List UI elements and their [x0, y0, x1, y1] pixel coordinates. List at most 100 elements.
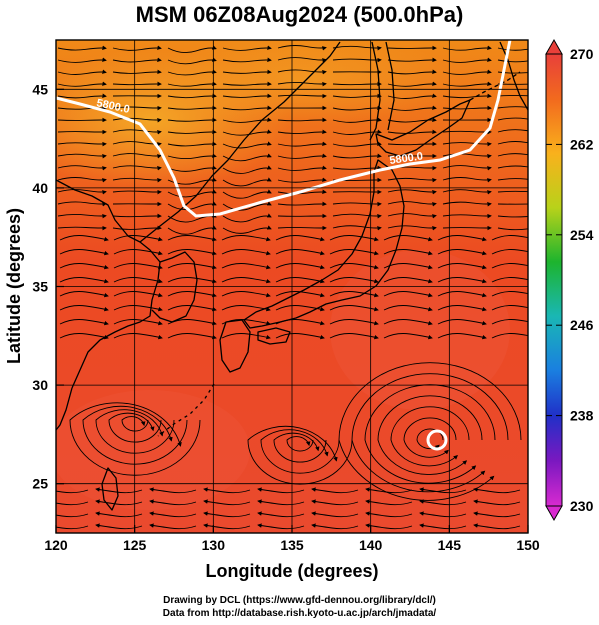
streamline	[56, 525, 89, 530]
streamline	[442, 213, 492, 219]
streamline	[56, 501, 89, 506]
streamline	[437, 277, 487, 284]
streamline	[167, 263, 217, 270]
streamline	[437, 249, 487, 256]
streamline	[222, 105, 272, 111]
streamline	[329, 291, 379, 298]
streamline	[222, 225, 272, 234]
streamline	[57, 177, 107, 183]
streamline	[497, 71, 528, 74]
streamline	[57, 225, 107, 231]
streamline	[113, 263, 163, 270]
colorbar-upper-arrow	[545, 38, 563, 55]
streamline	[57, 165, 107, 171]
streamline	[112, 45, 162, 51]
streamline	[108, 412, 162, 443]
streamline	[277, 45, 327, 51]
streamline	[275, 291, 325, 298]
streamline	[222, 93, 272, 99]
streamline	[329, 249, 379, 256]
streamline	[113, 277, 163, 284]
streamline	[332, 57, 382, 63]
streamline	[387, 225, 437, 231]
streamline	[59, 235, 109, 242]
streamline	[277, 141, 327, 147]
streamline	[365, 487, 413, 494]
streamline	[442, 45, 492, 51]
streamline	[338, 362, 522, 501]
streamline	[95, 409, 175, 454]
streamline	[387, 129, 437, 135]
streamline	[497, 227, 528, 231]
streamline	[473, 511, 521, 518]
streamline	[277, 201, 327, 207]
streamline	[149, 523, 197, 530]
streamline	[113, 319, 163, 326]
streamline	[497, 165, 528, 169]
streamline	[167, 319, 217, 326]
streamline	[167, 291, 217, 298]
streamline	[221, 249, 271, 256]
streamline	[257, 499, 305, 506]
streamline	[113, 249, 163, 256]
plot-title: MSM 06Z08Aug2024 (500.0hPa)	[135, 2, 464, 27]
streamline	[167, 225, 217, 235]
streamline	[473, 487, 521, 494]
streamline	[311, 523, 359, 530]
streamline	[332, 117, 382, 123]
streamline	[491, 263, 528, 269]
y-tick-label: 30	[32, 377, 48, 393]
streamline	[497, 129, 528, 133]
streamline	[332, 201, 382, 207]
streamline	[203, 499, 251, 506]
streamline	[59, 319, 109, 326]
streamline	[277, 81, 327, 87]
streamline	[222, 81, 272, 87]
streamline	[275, 277, 325, 284]
streamline	[222, 69, 272, 75]
streamline	[222, 177, 272, 187]
streamline	[275, 319, 325, 326]
streamline	[167, 189, 217, 198]
streamline	[167, 277, 217, 284]
lat-lon-grid	[56, 40, 528, 533]
streamline	[275, 249, 325, 256]
streamline	[286, 436, 314, 452]
streamline	[442, 177, 492, 183]
streamline	[203, 511, 251, 518]
streamline	[57, 189, 107, 195]
streamline	[277, 117, 327, 123]
streamline	[167, 117, 217, 123]
streamline	[56, 513, 89, 518]
y-axis: 25 30 35 40 45	[32, 81, 64, 492]
streamline	[167, 153, 217, 160]
streamline	[149, 511, 197, 518]
y-tick-label: 35	[32, 279, 48, 295]
streamline	[387, 117, 437, 123]
streamline	[497, 190, 528, 193]
streamline	[437, 291, 487, 298]
streamline	[383, 305, 433, 312]
credit-drawing: Drawing by DCL (https://www.gfd-dennou.o…	[163, 595, 436, 606]
streamline	[221, 235, 271, 242]
streamline	[57, 69, 107, 75]
colorbar-lower-arrow	[545, 505, 563, 522]
streamline	[277, 189, 327, 195]
streamline	[167, 129, 217, 135]
streamline	[275, 333, 325, 340]
y-tick-label: 45	[32, 81, 48, 97]
streamline	[167, 105, 217, 111]
x-tick-label: 130	[202, 537, 226, 553]
streamline	[497, 47, 528, 51]
streamline	[491, 319, 528, 325]
streamline	[497, 141, 528, 145]
streamline	[167, 141, 217, 147]
streamline	[121, 416, 149, 432]
streamline	[311, 499, 359, 506]
streamline	[167, 333, 217, 340]
streamline	[473, 499, 521, 506]
streamline	[112, 213, 162, 219]
streamline	[491, 249, 528, 255]
streamline	[167, 45, 217, 54]
streamline	[442, 81, 492, 87]
